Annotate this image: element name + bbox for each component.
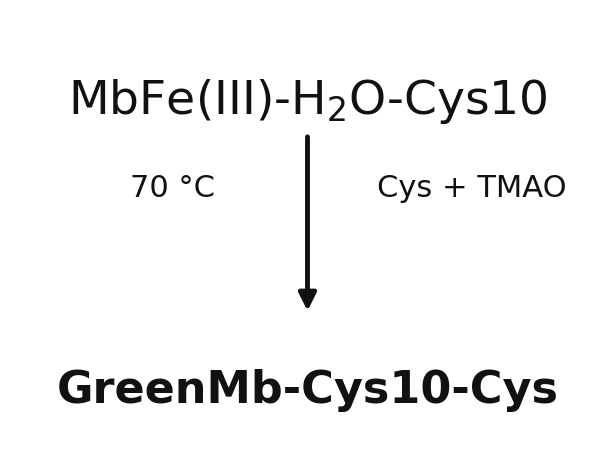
Text: GreenMb-Cys10-Cys: GreenMb-Cys10-Cys: [56, 369, 559, 412]
Text: MbFe(III)-H$_2$O-Cys10: MbFe(III)-H$_2$O-Cys10: [68, 77, 547, 126]
Text: Cys + TMAO: Cys + TMAO: [377, 174, 567, 203]
Text: 70 °C: 70 °C: [130, 174, 215, 203]
